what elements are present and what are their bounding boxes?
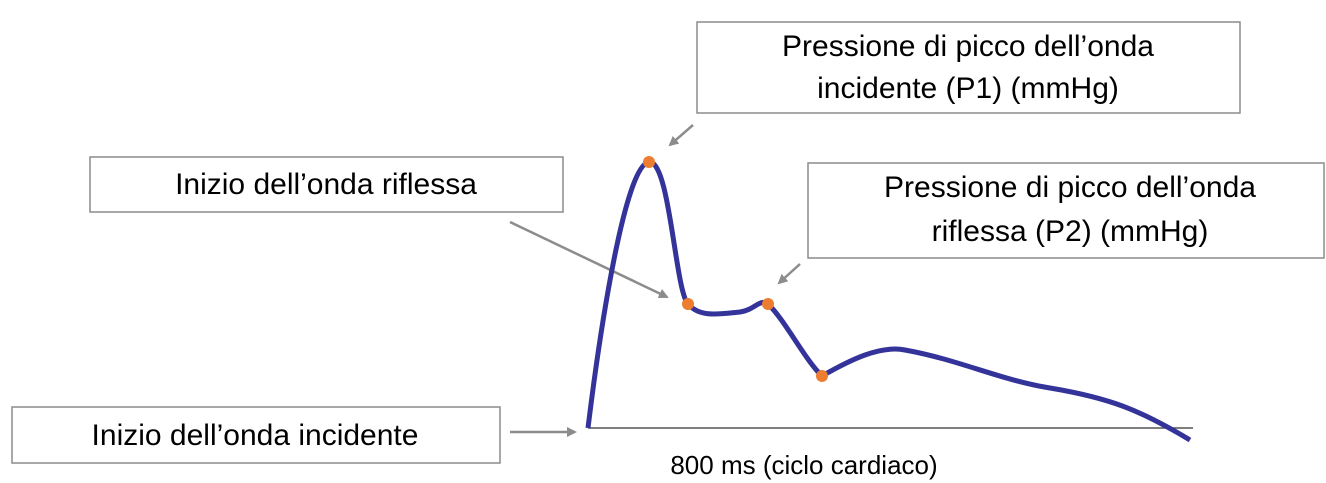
point-marker	[682, 298, 694, 310]
label-box	[807, 162, 1325, 259]
point-marker	[762, 298, 774, 310]
label-text: riflessa (P2) (mmHg)	[932, 215, 1209, 248]
label-text: Pressione di picco dell’onda	[884, 171, 1256, 204]
arrow	[777, 263, 801, 285]
label-box	[696, 21, 1241, 114]
label-box	[11, 406, 501, 464]
arrow	[509, 220, 669, 299]
point-marker	[643, 156, 655, 168]
label-text: incidente (P1) (mmHg)	[817, 72, 1119, 105]
arrow	[668, 124, 694, 147]
label-text: Pressione di picco dell’onda	[782, 30, 1154, 63]
label-text: Inizio dell’onda incidente	[92, 419, 419, 452]
axis-label: 800 ms (ciclo cardiaco)	[670, 450, 937, 480]
label-box	[89, 156, 564, 213]
label-text: Inizio dell’onda riflessa	[175, 168, 477, 201]
point-marker	[816, 370, 828, 382]
